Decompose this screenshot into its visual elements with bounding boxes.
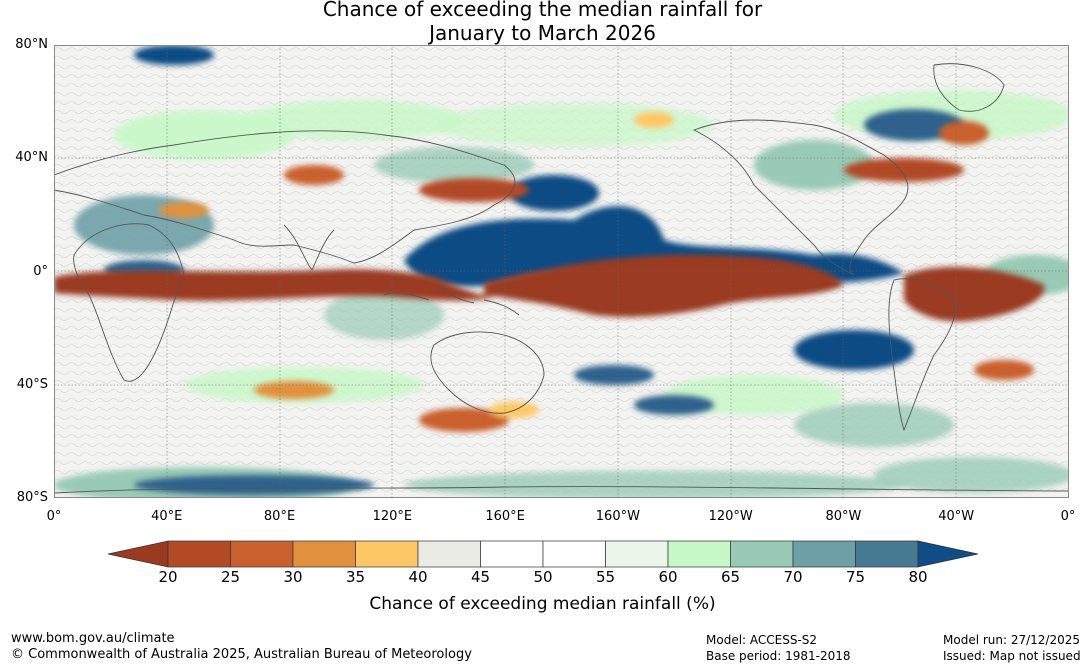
- colorbar-tick-label: 20: [158, 568, 178, 586]
- footer-run-info: Model run: 27/12/2025 Issued: Map not is…: [943, 632, 1081, 664]
- colorbar-tick-label: 55: [595, 568, 616, 586]
- website-link[interactable]: www.bom.gov.au/climate: [11, 631, 175, 646]
- lat-label: 40°N: [15, 150, 48, 166]
- colorbar-tick-label: 25: [220, 568, 241, 586]
- lon-label: 0°: [46, 509, 62, 524]
- colorbar-band: [417, 540, 481, 568]
- rainfall-map: [54, 45, 1069, 498]
- colorbar-band: [792, 540, 856, 568]
- lon-label: 0°: [1060, 509, 1076, 524]
- lon-label: 120°W: [708, 509, 753, 524]
- colorbar-tick-label: 45: [470, 568, 491, 586]
- lon-label: 40°E: [151, 509, 183, 524]
- copyright-text: © Commonwealth of Australia 2025, Austra…: [11, 647, 472, 662]
- model-name: Model: ACCESS-S2: [706, 633, 818, 647]
- colorbar-band: [855, 540, 919, 568]
- colorbar-tick-label: 40: [408, 568, 428, 586]
- footer-left: www.bom.gov.au/climate © Commonwealth of…: [11, 631, 472, 663]
- colorbar-band: [542, 540, 606, 568]
- lon-label: 160°W: [595, 509, 640, 524]
- colorbar-tick-label: 60: [658, 568, 678, 586]
- colorbar-band: [167, 540, 231, 568]
- colorbar-band: [605, 540, 669, 568]
- lat-label: 0°: [33, 263, 48, 279]
- lon-label: 80°W: [825, 509, 862, 524]
- colorbar-tick-label: 75: [845, 568, 866, 586]
- lon-label: 80°E: [263, 509, 296, 524]
- colorbar-tick-label: 50: [533, 568, 553, 586]
- title-line-2: January to March 2026: [429, 21, 656, 45]
- map-frame: [54, 45, 1069, 498]
- colorbar-tick-label: 80: [908, 568, 928, 586]
- title-line-1: Chance of exceeding the median rainfall …: [322, 0, 763, 21]
- graticule: [54, 45, 1069, 498]
- model-run: Model run: 27/12/2025: [943, 633, 1081, 647]
- colorbar-over-arrow: [917, 540, 978, 568]
- colorbar-under-arrow: [108, 540, 169, 568]
- colorbar-band: [292, 540, 356, 568]
- dry-anomaly-regions: [54, 112, 1045, 432]
- colorbar-band: [667, 540, 731, 568]
- lon-label: 120°E: [372, 509, 413, 524]
- map-title: Chance of exceeding the median rainfall …: [0, 0, 1085, 45]
- colorbar-tick-label: 70: [783, 568, 803, 586]
- colorbar-band: [730, 540, 794, 568]
- colorbar-band: [480, 540, 544, 568]
- lat-label: 40°S: [16, 376, 48, 392]
- lon-label: 40°W: [938, 509, 975, 524]
- lat-label: 80°S: [16, 490, 48, 505]
- colorbar-tick-label: 65: [720, 568, 741, 586]
- colorbar-band: [355, 540, 419, 568]
- colorbar: [108, 540, 978, 568]
- colorbar-band: [230, 540, 294, 568]
- colorbar-title: Chance of exceeding median rainfall (%): [369, 594, 716, 614]
- colorbar-tick-label: 30: [283, 568, 303, 586]
- lon-label: 160°E: [485, 509, 525, 524]
- colorbar-tick-label: 35: [345, 568, 366, 586]
- coastlines: [54, 63, 1069, 494]
- footer-model-info: Model: ACCESS-S2 Base period: 1981-2018: [706, 632, 851, 664]
- lat-label: 80°N: [15, 37, 48, 52]
- issued-status: Issued: Map not issued: [943, 649, 1081, 663]
- base-period: Base period: 1981-2018: [706, 649, 851, 663]
